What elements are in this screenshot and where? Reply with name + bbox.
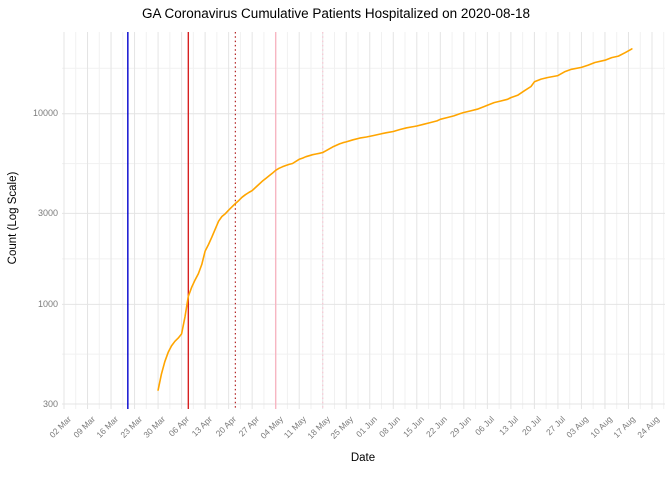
gridlines-minor: [62, 32, 665, 409]
x-axis-title: Date: [350, 452, 376, 464]
y-axis-title: Count (Log Scale): [7, 171, 19, 265]
chart-title: GA Coronavirus Cumulative Patients Hospi…: [142, 6, 530, 21]
y-tick-label: 3000: [37, 207, 58, 218]
y-tick-label: 1000: [37, 298, 58, 309]
y-tick-label: 10000: [32, 108, 58, 119]
event-lines: [127, 32, 324, 409]
y-tick-label: 300: [42, 398, 58, 409]
cumulative_patients_hospitalized-line: [157, 48, 633, 391]
gridlines-major: [62, 32, 665, 409]
data-series: [157, 48, 633, 391]
